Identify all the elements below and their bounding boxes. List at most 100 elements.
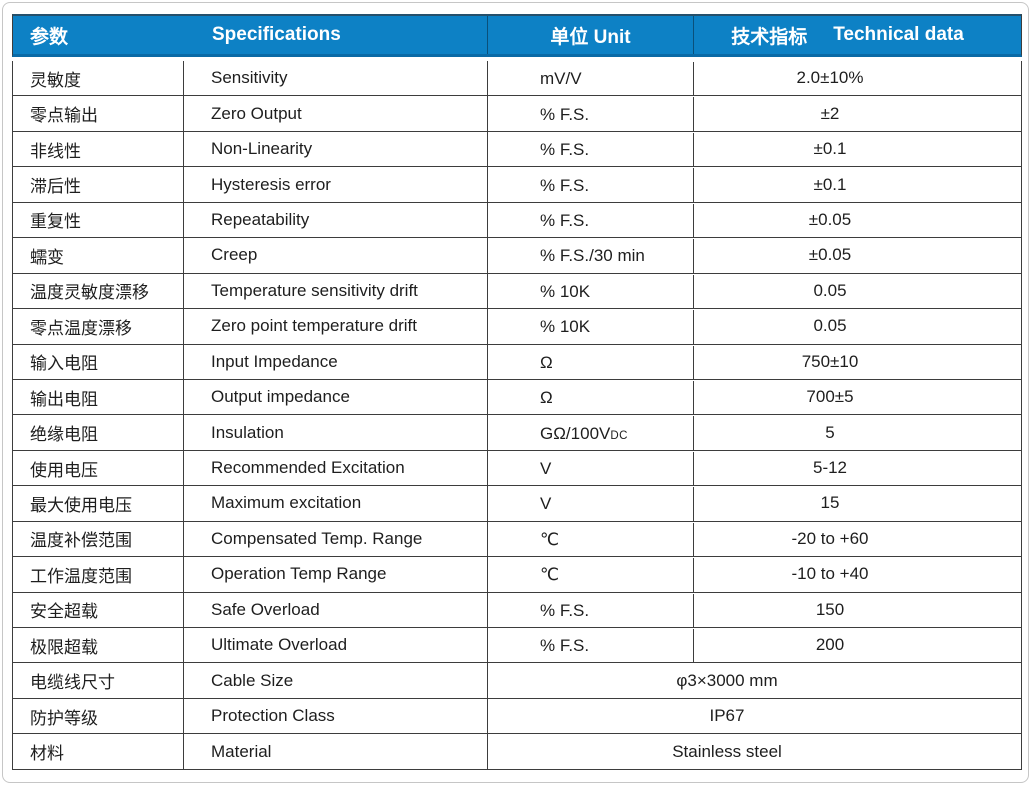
spec-cell: Insulation xyxy=(184,415,488,450)
value-cell: 0.05 xyxy=(813,316,847,336)
table-header-row: 参数 Specifications 单位 Unit 技术指标 Technical… xyxy=(12,14,1022,57)
spec-cell: Sensitivity xyxy=(184,61,488,96)
spec-cell: Recommended Excitation xyxy=(184,450,488,486)
param-cell: 输入电阻 xyxy=(13,344,184,379)
param-cell: 电缆线尺寸 xyxy=(13,663,184,698)
table-row: 输入电阻 Input Impedance Ω 750±10 xyxy=(13,344,1021,380)
value-cell: 2.0±10% xyxy=(796,68,864,88)
table-row: 防护等级 Protection Class IP67 xyxy=(13,698,1021,735)
unit-cell: Ω xyxy=(488,345,694,380)
header-specifications: Specifications xyxy=(184,16,488,54)
value-cell: 5 xyxy=(825,422,835,442)
header-body-gap xyxy=(12,57,1022,61)
table-row: 绝缘电阻 Insulation GΩ/100V DC 5 xyxy=(13,415,1021,451)
spec-cell: Zero point temperature drift xyxy=(184,309,488,344)
header-unit: 单位 Unit xyxy=(488,16,694,54)
spec-cell: Non-Linearity xyxy=(184,131,488,167)
param-cell: 零点输出 xyxy=(13,96,184,131)
unit-cell: % 10K xyxy=(488,310,694,345)
header-technical-data-cn: 技术指标 xyxy=(731,26,808,48)
param-cell: 极限超载 xyxy=(13,628,184,663)
table-row: 零点输出 Zero Output% F.S. ±2 xyxy=(13,96,1021,132)
table-row: 电缆线尺寸 Cable Size φ3×3000 mm xyxy=(13,663,1021,699)
param-cell: 最大使用电压 xyxy=(13,486,184,521)
param-cell: 输出电阻 xyxy=(13,379,184,415)
unit-cell: ℃ xyxy=(488,522,694,558)
unit-subscript: DC xyxy=(610,429,628,442)
param-cell: 防护等级 xyxy=(13,698,184,734)
value-cell: 15 xyxy=(820,493,840,513)
table-row: 极限超载 Ultimate Overload% F.S. 200 xyxy=(13,628,1021,664)
param-cell: 绝缘电阻 xyxy=(13,415,184,450)
unit-cell: % F.S. xyxy=(488,97,694,132)
value-cell: ±0.05 xyxy=(808,245,852,265)
value-cell: 5-12 xyxy=(812,458,848,478)
merged-value-cell: Stainless steel xyxy=(672,741,782,761)
value-cell: 150 xyxy=(815,599,845,619)
table-row: 工作温度范围 Operation Temp Range ℃ -10 to +40 xyxy=(13,557,1021,593)
unit-cell: % F.S. xyxy=(488,132,694,168)
spec-cell: Protection Class xyxy=(184,698,488,734)
spec-cell: Output impedance xyxy=(184,379,488,415)
param-cell: 工作温度范围 xyxy=(13,557,184,592)
spec-cell: Creep xyxy=(184,238,488,273)
spec-cell: Input Impedance xyxy=(184,344,488,379)
unit-cell: % F.S. xyxy=(488,168,694,203)
param-cell: 非线性 xyxy=(13,131,184,167)
table-row: 重复性 Repeatability% F.S. ±0.05 xyxy=(13,202,1021,239)
table-row: 非线性 Non-Linearity% F.S. ±0.1 xyxy=(13,131,1021,168)
unit-cell: % F.S./30 min xyxy=(488,239,694,274)
spec-cell: Ultimate Overload xyxy=(184,628,488,663)
spec-cell: Maximum excitation xyxy=(184,486,488,521)
table-row: 安全超载 Safe Overload% F.S. 150 xyxy=(13,592,1021,628)
unit-cell: mV/V xyxy=(488,62,694,97)
header-param: 参数 xyxy=(30,26,69,48)
spec-cell: Zero Output xyxy=(184,96,488,131)
unit-cell: ℃ xyxy=(488,558,694,593)
param-cell: 灵敏度 xyxy=(13,61,184,96)
param-cell: 温度灵敏度漂移 xyxy=(13,273,184,309)
value-cell: ±0.1 xyxy=(813,174,847,194)
spec-cell: Operation Temp Range xyxy=(184,557,488,592)
param-cell: 材料 xyxy=(13,734,184,769)
value-cell: 200 xyxy=(815,635,845,655)
unit-cell: GΩ/100V DC xyxy=(488,416,694,451)
param-cell: 使用电压 xyxy=(13,450,184,486)
spec-cell: Cable Size xyxy=(184,663,488,698)
value-cell: 750±10 xyxy=(801,351,859,371)
unit-cell: V xyxy=(488,451,694,487)
header-technical-data: 技术指标 Technical data xyxy=(694,16,1021,54)
table-row: 蠕变 Creep% F.S./30 min ±0.05 xyxy=(13,238,1021,274)
unit-cell: % F.S. xyxy=(488,629,694,664)
param-cell: 零点温度漂移 xyxy=(13,309,184,344)
table-row: 灵敏度 Sensitivity mV/V 2.0±10% xyxy=(13,61,1021,97)
unit-cell: V xyxy=(488,487,694,522)
value-cell: ±0.1 xyxy=(813,139,847,159)
value-cell: 700±5 xyxy=(806,387,854,407)
unit-cell: % F.S. xyxy=(488,203,694,239)
value-cell: -10 to +40 xyxy=(791,564,869,584)
merged-value-cell: IP67 xyxy=(709,706,745,726)
specifications-table: 参数 Specifications 单位 Unit 技术指标 Technical… xyxy=(12,14,1022,770)
table-row: 使用电压 Recommended Excitation V 5-12 xyxy=(13,450,1021,487)
param-cell: 温度补偿范围 xyxy=(13,521,184,557)
unit-cell: % 10K xyxy=(488,274,694,310)
table-row: 输出电阻 Output impedance Ω 700±5 xyxy=(13,379,1021,416)
spec-cell: Safe Overload xyxy=(184,592,488,627)
table-row: 滞后性 Hysteresis error% F.S. ±0.1 xyxy=(13,167,1021,203)
value-cell: 0.05 xyxy=(813,280,847,300)
spec-cell: Hysteresis error xyxy=(184,167,488,202)
table-body: 灵敏度 Sensitivity mV/V 2.0±10% 零点输出 Zero Output… xyxy=(12,61,1022,770)
spec-cell: Repeatability xyxy=(184,202,488,238)
value-cell: -20 to +60 xyxy=(791,528,869,548)
table-row: 零点温度漂移 Zero point temperature drift% 10K 0… xyxy=(13,309,1021,345)
unit-cell: % F.S. xyxy=(488,593,694,628)
value-cell: ±2 xyxy=(820,103,840,123)
table-row: 材料 Material Stainless steel xyxy=(13,734,1021,770)
table-row: 温度补偿范围 Compensated Temp. Range ℃ -20 to +60 xyxy=(13,521,1021,558)
param-cell: 安全超载 xyxy=(13,592,184,627)
spec-cell: Compensated Temp. Range xyxy=(184,521,488,557)
param-cell: 重复性 xyxy=(13,202,184,238)
unit-cell: Ω xyxy=(488,380,694,416)
